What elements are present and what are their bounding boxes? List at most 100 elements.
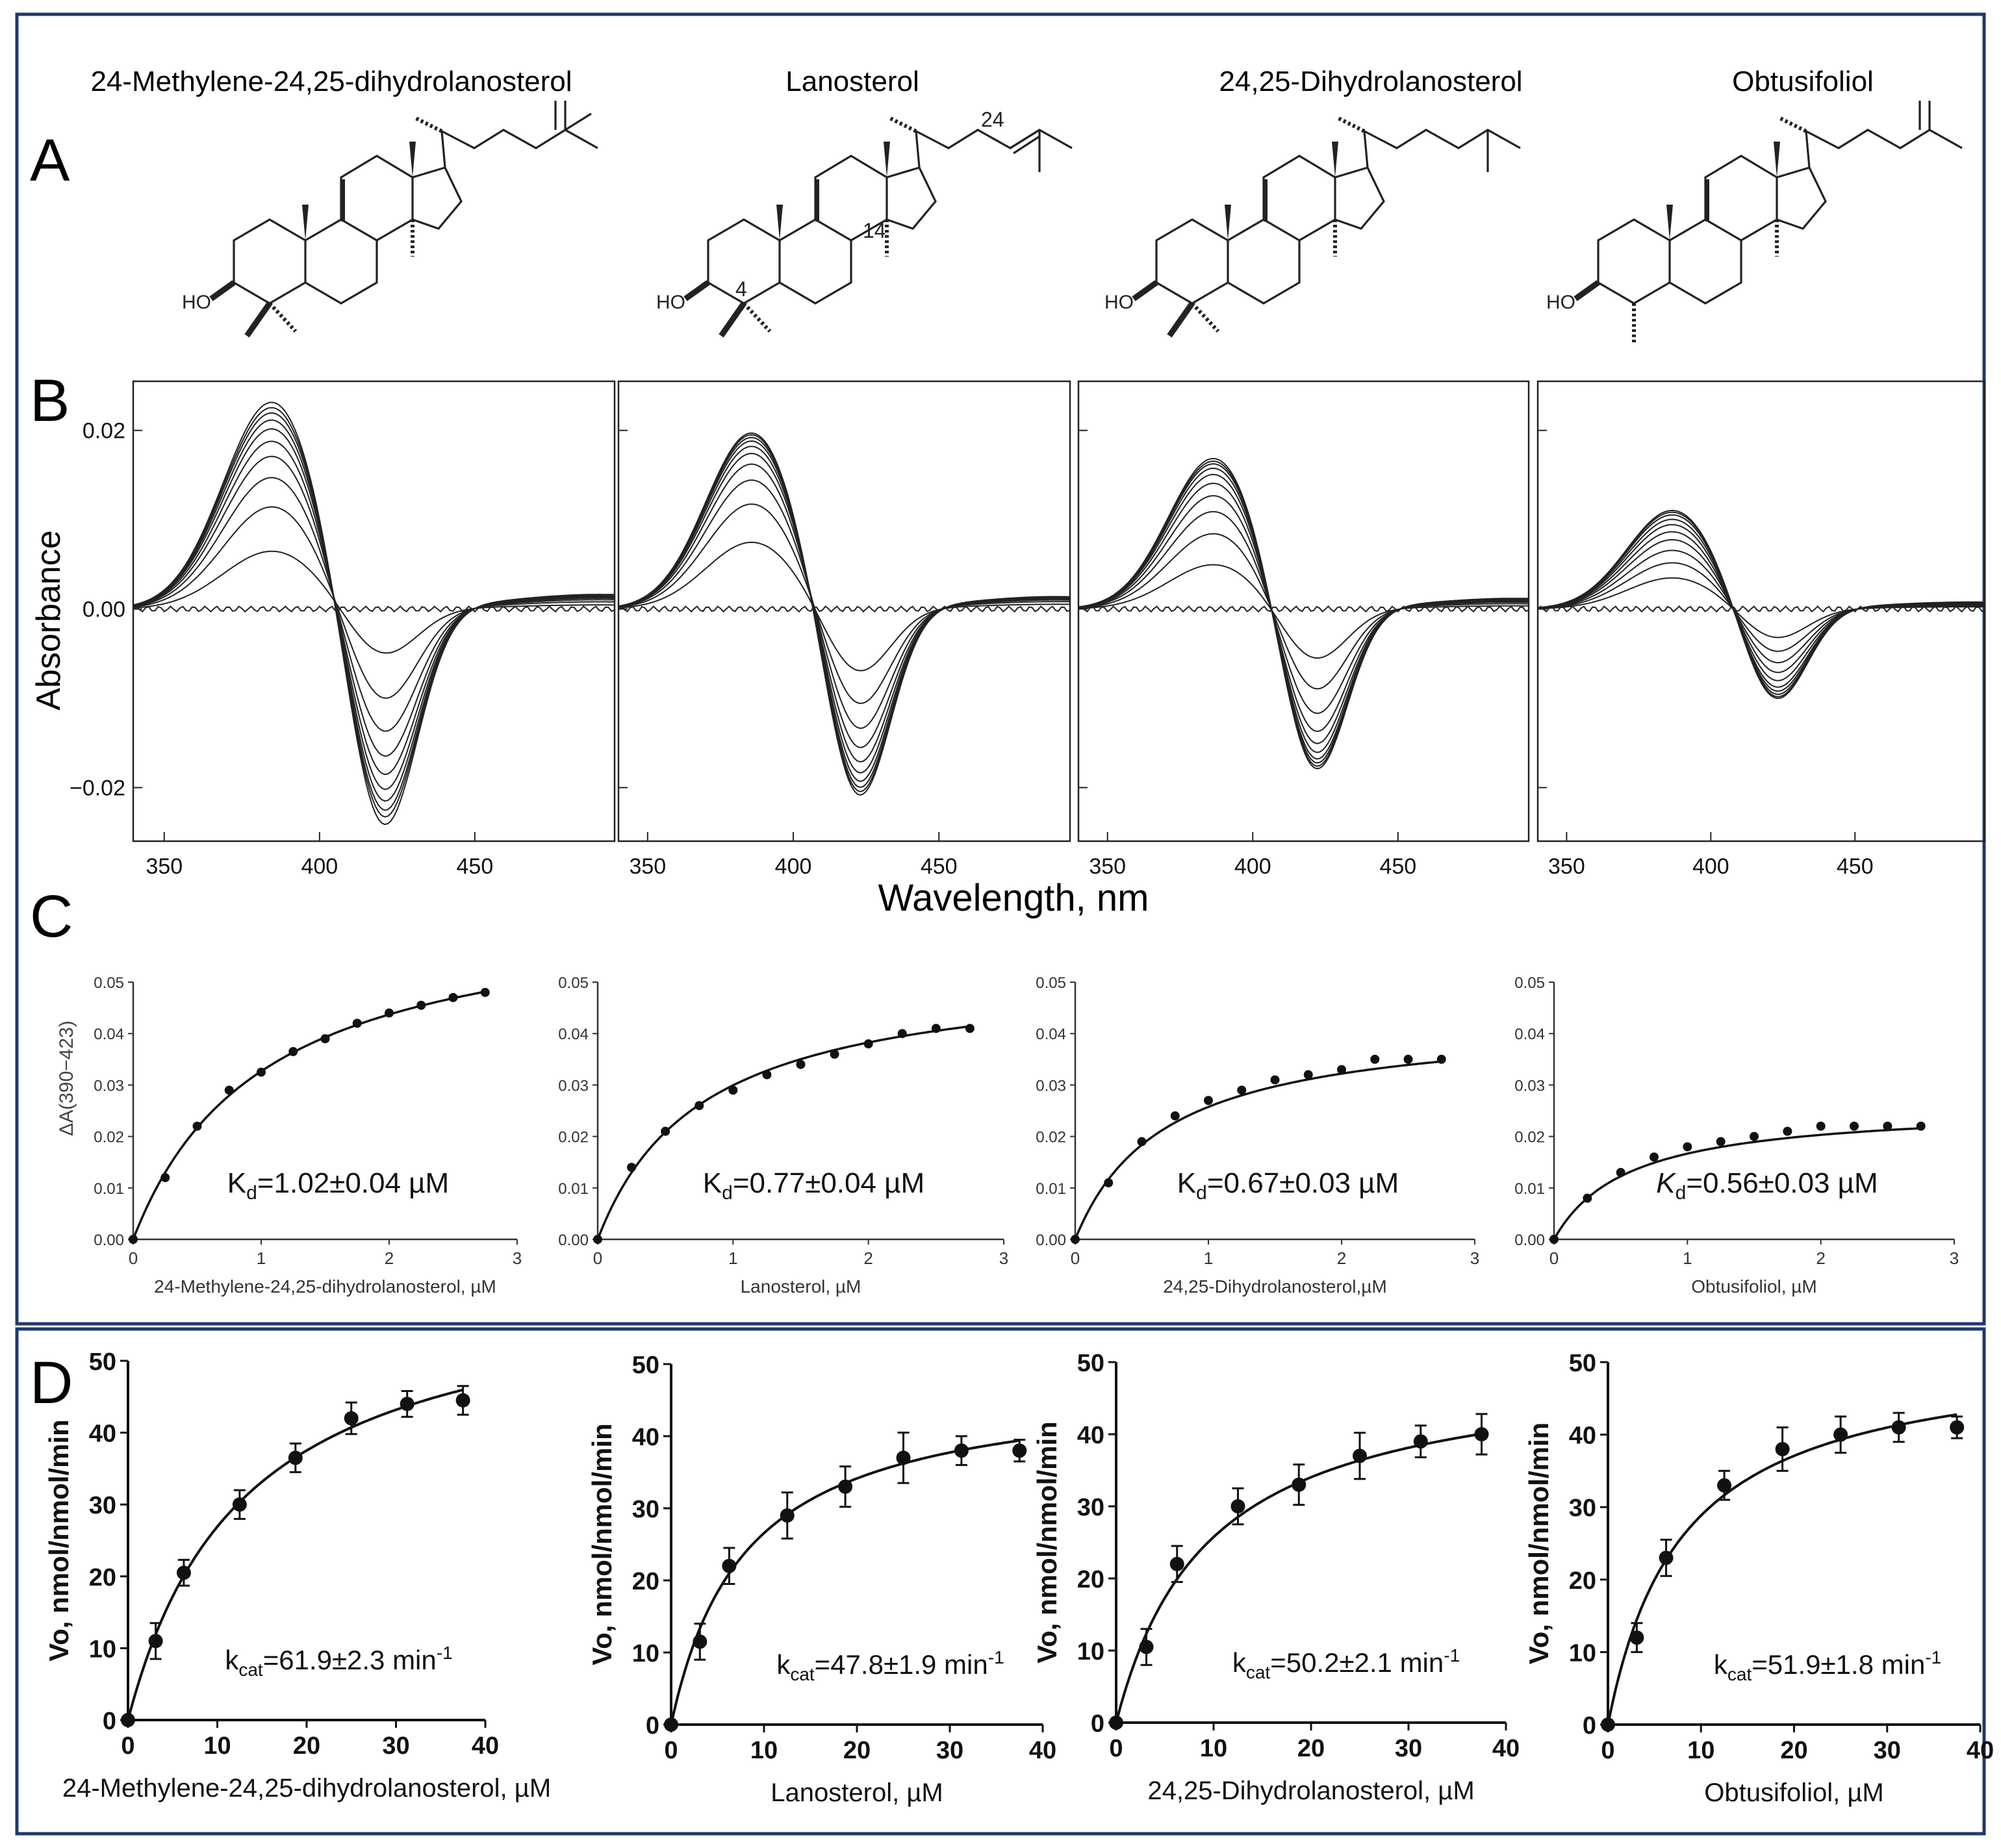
x-tick-label: 350 bbox=[146, 854, 183, 879]
structure-24-methylene-24-25-dihydrolanosterol: HO bbox=[182, 101, 598, 338]
structure-obtusifoliol: HO bbox=[1546, 101, 1963, 344]
x-tick-label: 450 bbox=[921, 854, 958, 879]
x-tick-label: 1 bbox=[1683, 1248, 1692, 1268]
data-point bbox=[1169, 1556, 1184, 1571]
data-point bbox=[455, 1393, 470, 1408]
spectrum-trace bbox=[618, 541, 1070, 672]
fit-curve bbox=[132, 991, 485, 1240]
y-tick-label: 30 bbox=[1569, 1495, 1596, 1522]
data-point bbox=[1204, 1096, 1213, 1106]
x-tick-label: 10 bbox=[750, 1737, 778, 1764]
x-tick-label: 30 bbox=[1874, 1737, 1901, 1764]
data-point bbox=[1650, 1152, 1659, 1162]
x-tick-label: 3 bbox=[1470, 1248, 1479, 1268]
kcat-label: kcat=51.9±1.8 min-1 bbox=[1714, 1647, 1941, 1684]
data-point bbox=[1717, 1478, 1732, 1493]
structure-ho-label: HO bbox=[1104, 292, 1134, 313]
panel-label-a: A bbox=[30, 127, 70, 194]
kcat-subscript: cat bbox=[790, 1664, 815, 1684]
data-point bbox=[863, 1039, 873, 1049]
x-tick-label: 3 bbox=[1950, 1248, 1959, 1268]
spectrum-trace bbox=[133, 455, 615, 757]
binding-plot: 0.00 0.01 0.02 0.03 0.04 0.05 0 1 2 3 Kd=0.67±0.03… bbox=[1036, 974, 1479, 1297]
kinetics-plot: 0 10 20 30 40 50 0 10 20 30 40 Vo, nmol/nmol/min kca… bbox=[587, 1352, 1056, 1807]
x-tick-label: 400 bbox=[775, 854, 812, 879]
y-tick-label: 0.05 bbox=[1036, 974, 1066, 992]
y-tick-label: 0.01 bbox=[94, 1180, 124, 1198]
bottom-frame bbox=[15, 1327, 1986, 1836]
y-tick-label: 20 bbox=[632, 1568, 659, 1595]
kinetics-plot: 0 10 20 30 40 50 0 10 20 30 40 Vo, nmol/nmol/min kca… bbox=[44, 1348, 551, 1803]
y-tick-label: 40 bbox=[89, 1421, 116, 1448]
fit-curve bbox=[1553, 1127, 1920, 1240]
data-point bbox=[1549, 1235, 1559, 1244]
x-tick-label: 0 bbox=[1549, 1248, 1559, 1268]
spectra-panel: Absorbance Wavelength, nm 350 400 450 0.02 0… bbox=[30, 380, 1986, 919]
binding-xlabel: 24-Methylene-24,25-dihydrolanosterol, µM bbox=[154, 1276, 496, 1297]
data-point bbox=[1436, 1054, 1446, 1064]
data-point bbox=[288, 1450, 303, 1465]
spectrum-trace bbox=[1078, 461, 1529, 767]
data-point bbox=[1104, 1178, 1114, 1187]
panel-label-b: B bbox=[30, 368, 70, 434]
y-tick-label: 0 bbox=[1091, 1710, 1104, 1738]
data-point bbox=[480, 987, 490, 997]
y-tick-label: 0.04 bbox=[1036, 1026, 1066, 1043]
fit-curve bbox=[596, 1025, 969, 1240]
data-point bbox=[288, 1046, 298, 1056]
panel-label-d: D bbox=[30, 1350, 73, 1416]
x-tick-label: 3 bbox=[999, 1248, 1008, 1268]
data-point bbox=[664, 1717, 678, 1732]
y-tick-label: 30 bbox=[632, 1496, 659, 1523]
kd-symbol: K bbox=[1177, 1167, 1196, 1199]
data-point bbox=[1413, 1434, 1428, 1449]
kcat-subscript: cat bbox=[238, 1660, 263, 1680]
data-point bbox=[593, 1235, 602, 1244]
spectrum-baseline bbox=[133, 605, 615, 613]
kinetics-plot: 0 10 20 30 40 50 0 10 20 30 40 Vo, nmol/nmol/min kca… bbox=[1032, 1350, 1520, 1805]
kd-symbol: K bbox=[703, 1167, 722, 1199]
kinetics-panel: 0 10 20 30 40 50 0 10 20 30 40 Vo, nmol/nmol/min kca… bbox=[44, 1348, 1994, 1807]
structure-24-25-dihydrolanosterol: HO bbox=[1104, 116, 1521, 338]
spectrum-trace bbox=[133, 477, 615, 732]
spectrum-trace bbox=[1078, 467, 1529, 760]
y-tick-label: 0.02 bbox=[1514, 1129, 1545, 1146]
spectrum-trace bbox=[1078, 474, 1529, 753]
kcat-subscript: cat bbox=[1727, 1664, 1752, 1684]
data-point bbox=[796, 1059, 806, 1069]
data-point bbox=[897, 1029, 907, 1039]
y-tick-label: 30 bbox=[89, 1492, 116, 1519]
data-point bbox=[1775, 1441, 1790, 1456]
data-point bbox=[1916, 1121, 1926, 1131]
x-tick-label: 350 bbox=[1089, 854, 1126, 879]
x-tick-label: 40 bbox=[472, 1732, 499, 1760]
spectrum-trace bbox=[1078, 511, 1529, 715]
spectrum-baseline bbox=[618, 605, 1071, 613]
spectrum-trace bbox=[1078, 564, 1529, 659]
y-tick-label: 0.05 bbox=[94, 974, 124, 992]
kinetics-xlabel: 24-Methylene-24,25-dihydrolanosterol, µM bbox=[62, 1774, 551, 1803]
y-tick-label: 10 bbox=[89, 1636, 116, 1663]
y-tick-label: 20 bbox=[1569, 1567, 1596, 1595]
kinetics-ylabel: Vo, nmol/nmol/min bbox=[1523, 1423, 1554, 1665]
y-tick-label: 0.05 bbox=[558, 974, 589, 992]
spectrum-trace bbox=[1537, 509, 1985, 700]
data-point bbox=[385, 1008, 394, 1018]
binding-ylabel: ΔA(390−423) bbox=[56, 1020, 77, 1136]
data-point bbox=[1629, 1630, 1644, 1645]
data-point bbox=[965, 1024, 975, 1033]
kcat-value: =61.9±2.3 min bbox=[263, 1645, 437, 1675]
kcat-label: kcat=47.8±1.9 min-1 bbox=[776, 1647, 1004, 1684]
y-tick-label: 0.03 bbox=[1514, 1077, 1545, 1095]
kcat-superscript: -1 bbox=[988, 1647, 1004, 1667]
x-tick-label: 0 bbox=[1601, 1737, 1614, 1764]
kcat-label: kcat=61.9±2.3 min-1 bbox=[225, 1643, 452, 1680]
structure-ho-label: HO bbox=[182, 292, 211, 313]
y-tick-label: 0.04 bbox=[558, 1026, 589, 1043]
kd-subscript: d bbox=[1196, 1182, 1207, 1204]
data-point bbox=[224, 1085, 234, 1095]
data-point bbox=[344, 1411, 359, 1426]
data-point bbox=[1816, 1121, 1826, 1131]
x-tick-label: 20 bbox=[1780, 1737, 1807, 1764]
y-tick-label: 50 bbox=[1569, 1350, 1596, 1377]
